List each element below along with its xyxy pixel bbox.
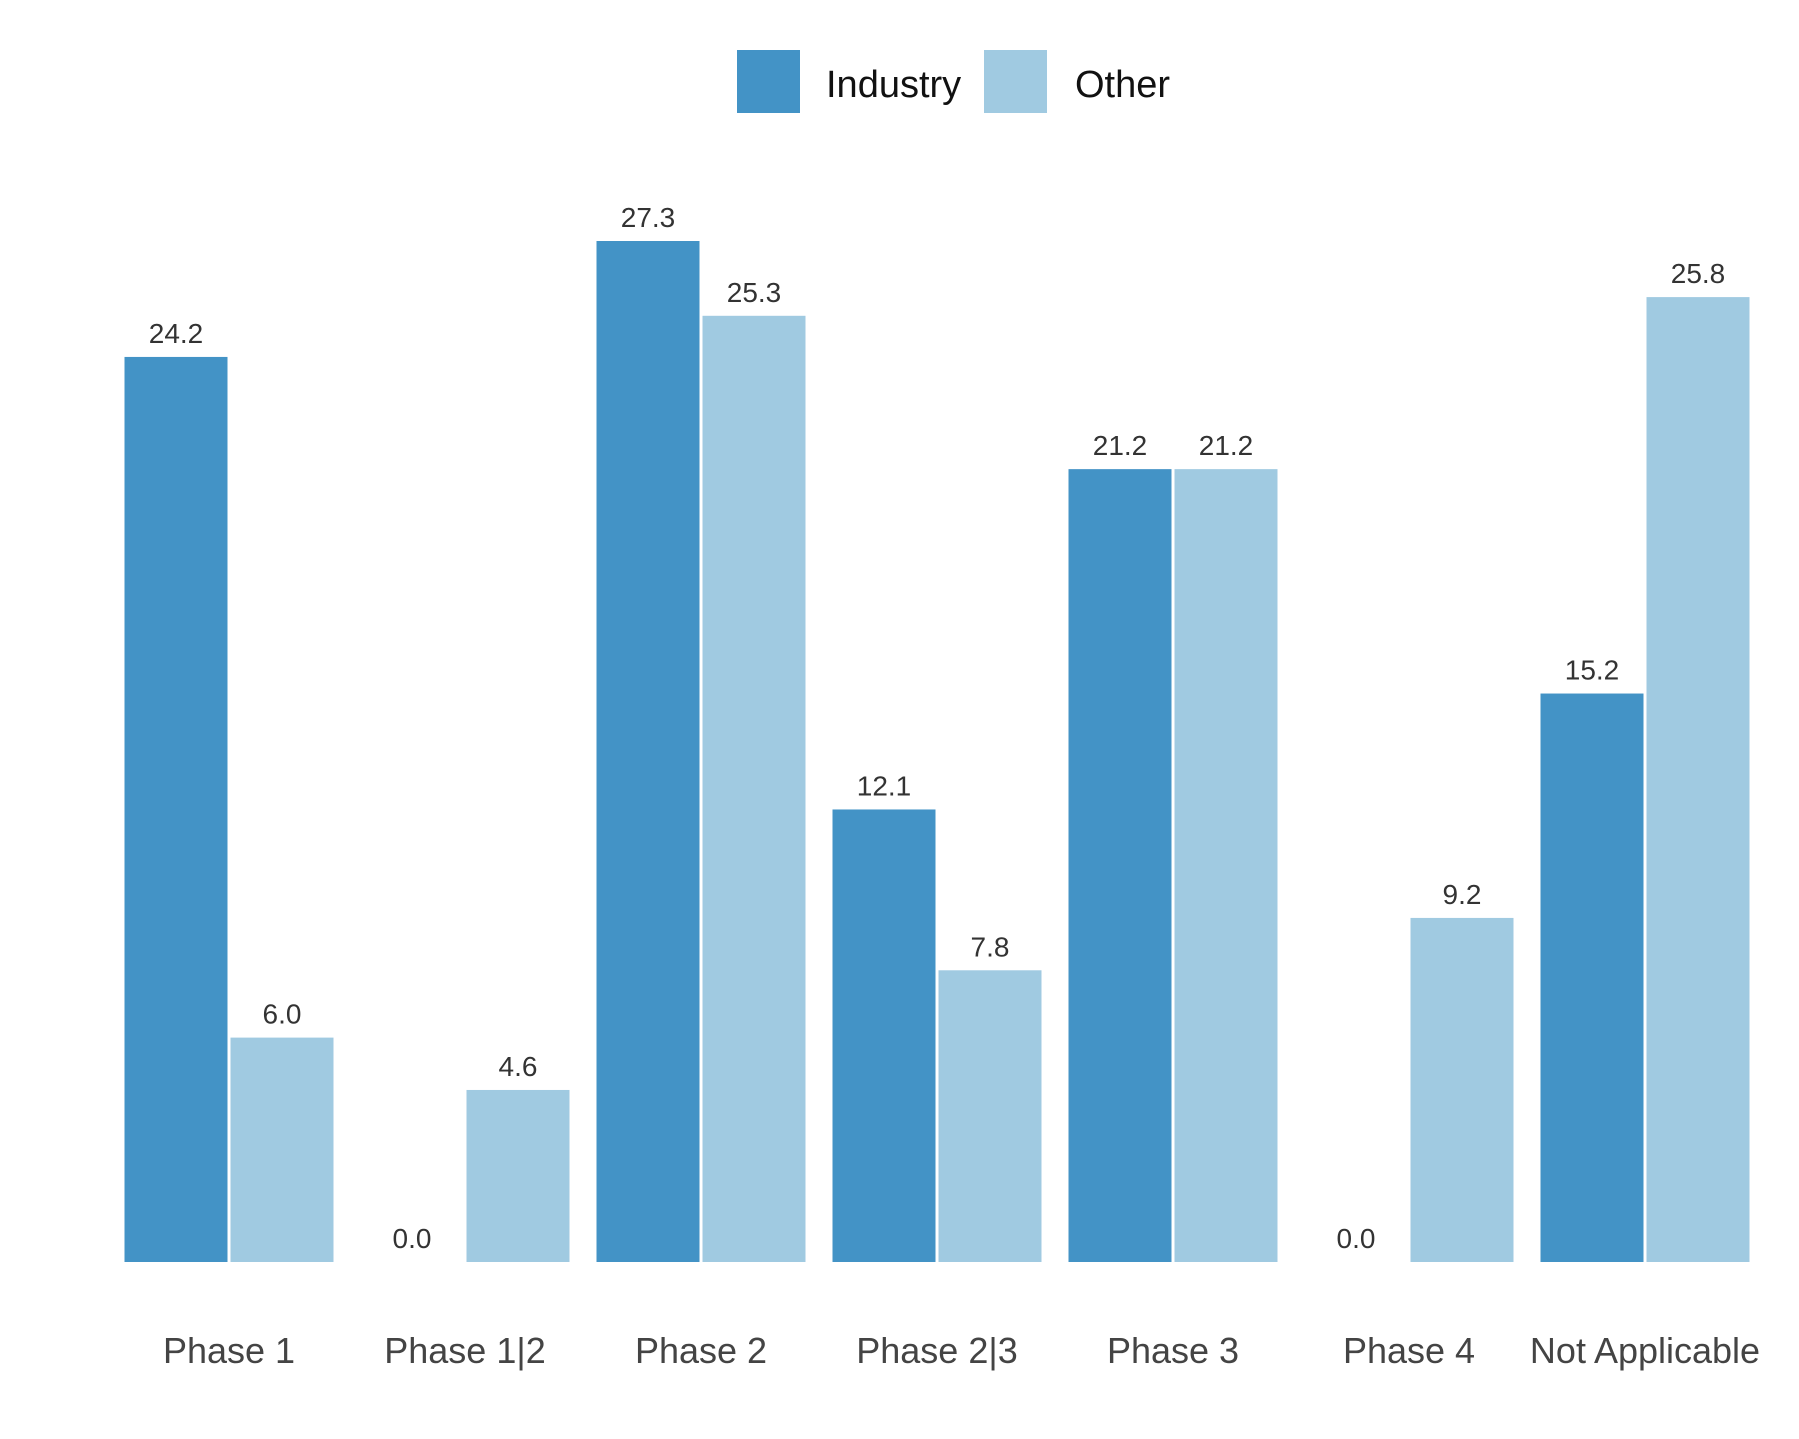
bar-other-phase-4	[1410, 917, 1514, 1262]
bars-group	[124, 241, 1750, 1263]
value-label-other-phase-4: 9.2	[1443, 879, 1482, 910]
bar-other-phase-2	[702, 315, 806, 1262]
value-labels-group: 24.2 6.0 0.0 4.6 27.3 25.3 12.1 7.8 21.2 21.2 0.0 9…	[149, 202, 1726, 1254]
bar-other-phase-2-3	[938, 970, 1042, 1262]
bar-industry-phase-3	[1068, 469, 1172, 1263]
legend-swatch-other	[984, 50, 1047, 113]
x-tick-label-phase-4: Phase 4	[1343, 1330, 1475, 1371]
x-tick-label-phase-1: Phase 1	[163, 1330, 295, 1371]
value-label-industry-phase-1: 24.2	[149, 318, 204, 349]
value-label-other-phase-2-3: 7.8	[971, 931, 1010, 962]
bar-industry-phase-2-3	[832, 809, 936, 1262]
value-label-industry-phase-4: 0.0	[1337, 1223, 1376, 1254]
legend-label-industry: Industry	[826, 64, 961, 106]
x-axis-ticks: Phase 1 Phase 1|2 Phase 2 Phase 2|3 Phase 3 P…	[163, 1330, 1760, 1371]
bar-other-phase-3	[1174, 469, 1278, 1263]
legend-label-other: Other	[1075, 64, 1170, 106]
value-label-industry-phase-2-3: 12.1	[857, 770, 912, 801]
legend-swatch-industry	[737, 50, 800, 113]
bar-other-phase-1	[230, 1037, 334, 1262]
bar-other-phase-1-2	[466, 1089, 570, 1262]
x-tick-label-phase-3: Phase 3	[1107, 1330, 1239, 1371]
legend: Industry Other	[737, 50, 1170, 113]
value-label-other-phase-1: 6.0	[263, 999, 302, 1030]
value-label-industry-phase-1-2: 0.0	[393, 1223, 432, 1254]
value-label-industry-phase-3: 21.2	[1093, 430, 1148, 461]
value-label-other-not-applicable: 25.8	[1671, 258, 1726, 289]
bar-industry-phase-2	[596, 241, 700, 1262]
x-tick-label-phase-1-2: Phase 1|2	[384, 1330, 545, 1371]
bar-industry-not-applicable	[1540, 693, 1644, 1262]
value-label-other-phase-2: 25.3	[727, 277, 782, 308]
bar-other-not-applicable	[1646, 297, 1750, 1263]
x-tick-label-phase-2-3: Phase 2|3	[856, 1330, 1017, 1371]
x-tick-label-not-applicable: Not Applicable	[1530, 1330, 1760, 1371]
value-label-other-phase-1-2: 4.6	[499, 1051, 538, 1082]
value-label-industry-phase-2: 27.3	[621, 202, 676, 233]
value-label-industry-not-applicable: 15.2	[1565, 655, 1620, 686]
bar-industry-phase-1	[124, 356, 228, 1262]
x-tick-label-phase-2: Phase 2	[635, 1330, 767, 1371]
value-label-other-phase-3: 21.2	[1199, 430, 1254, 461]
